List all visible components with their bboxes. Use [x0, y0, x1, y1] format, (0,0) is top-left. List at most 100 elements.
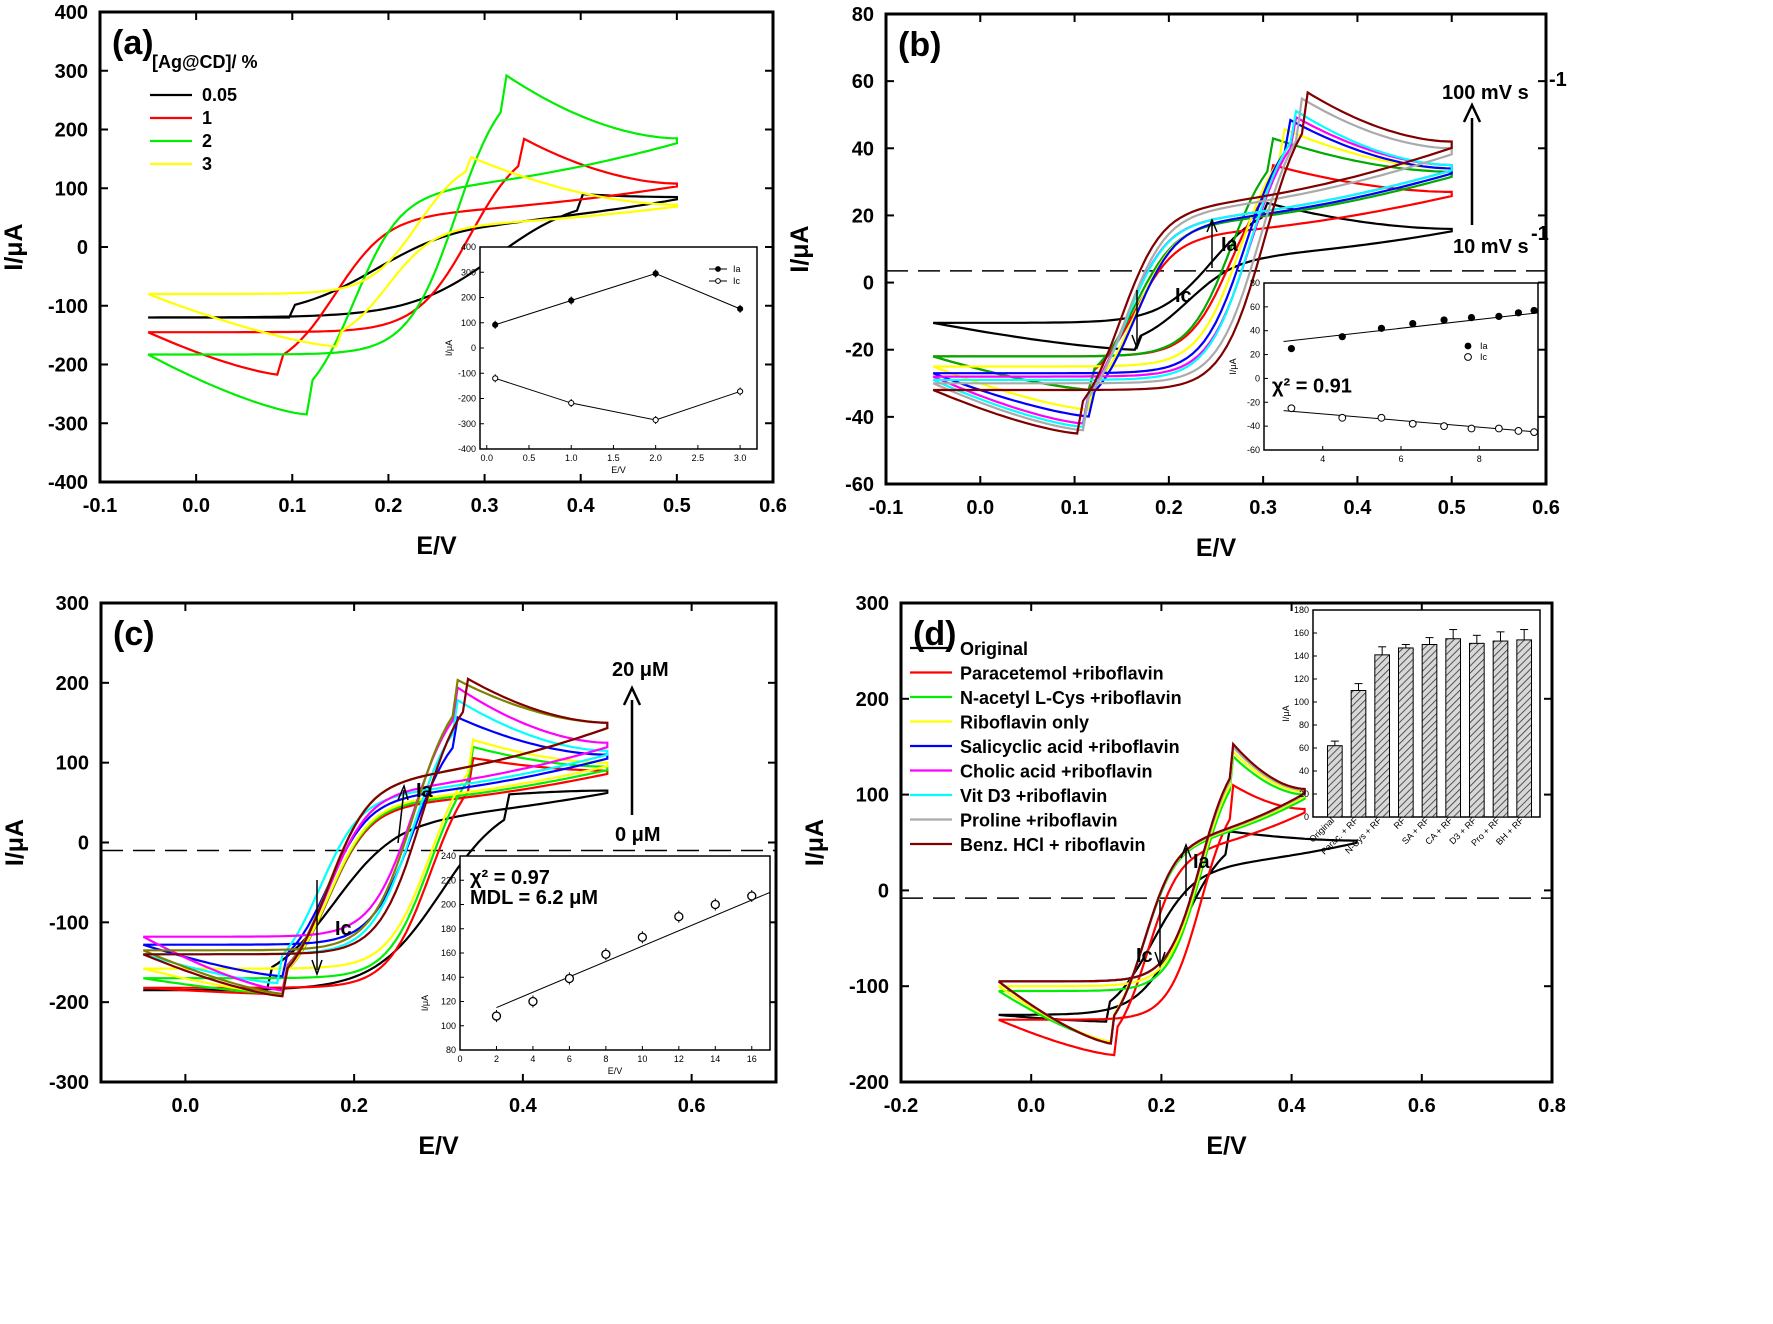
series-group [997, 741, 1358, 1057]
inset-x-tick-label: 16 [747, 1054, 757, 1064]
bar-2 [1350, 690, 1367, 818]
inset-point [747, 891, 757, 901]
legend-label: Original [960, 639, 1028, 659]
inset-x-tick-label: 0 [457, 1054, 462, 1064]
y-tick-label: 0 [878, 880, 889, 902]
inset-x-tick-label: 3.0 [734, 453, 747, 463]
inset-y-tick-label: -20 [1247, 397, 1260, 407]
y-tick-label: -100 [48, 296, 88, 318]
y-tick-label: -300 [48, 413, 88, 435]
x-tick-label: 0.6 [759, 495, 787, 517]
inset-y-tick-label: 40 [1250, 326, 1260, 336]
inset-x-tick-label: 2 [494, 1054, 499, 1064]
inset-x-tick-label: 14 [710, 1054, 720, 1064]
y-axis-label: I/μA [1, 819, 29, 866]
inset-point [710, 899, 720, 910]
y-tick-label: 80 [852, 4, 874, 26]
inset-y-label: I/μA [420, 995, 430, 1011]
inset-point-ia [652, 270, 659, 277]
bar-7 [1468, 642, 1485, 818]
legend-label: Proline +riboflavin [960, 811, 1118, 831]
panel-label: (d) [913, 615, 956, 653]
panel-label: (c) [113, 615, 155, 653]
y-tick-label: -200 [849, 1072, 889, 1094]
series-line-1 [932, 201, 1453, 351]
ia-arrow [397, 789, 405, 844]
panel-c: 0.0 0.2 0.4 0.6-300-200-1000100200300E/VI/μ… [1, 593, 778, 1160]
x-tick-label: 0.2 [340, 1095, 368, 1117]
panel-label: (b) [898, 26, 941, 64]
legend-label: N-acetyl L-Cys +riboflavin [960, 688, 1182, 708]
inset-point-ia [1409, 319, 1417, 328]
y-tick-label: 100 [856, 785, 889, 807]
legend-label: Cholic acid +riboflavin [960, 762, 1153, 782]
arrow-up-head [622, 685, 642, 706]
panel-label: (a) [112, 24, 154, 62]
inset-legend-marker [1464, 342, 1472, 350]
x-tick-label: 0.4 [567, 495, 596, 517]
inset-point-ia [492, 321, 499, 328]
x-tick-label: -0.1 [869, 497, 903, 519]
inset-point-ia [568, 297, 575, 304]
inset-point-ic [1440, 422, 1448, 431]
ia-label: Ia [1193, 851, 1211, 873]
legend-label: 1 [202, 108, 212, 128]
inset-y-tick-label: 200 [441, 900, 456, 910]
annotation-bottom-exp: -1 [1531, 223, 1549, 245]
inset-y-tick-label: 80 [446, 1045, 456, 1055]
inset-x-label: E/V [611, 465, 626, 475]
inset-y-tick-label: 200 [461, 293, 476, 303]
inset-y-tick-label: 80 [1250, 278, 1260, 288]
plot-frame [899, 601, 1554, 1084]
inset-x-tick-label: 8 [1477, 454, 1482, 464]
legend-label: Salicyclic acid +riboflavin [960, 737, 1180, 757]
inset-y-tick-label: 140 [441, 972, 456, 982]
inset-point [528, 996, 538, 1007]
bar-4 [1397, 647, 1414, 818]
x-tick-label: 0.4 [509, 1095, 538, 1117]
inset-point-ia [1467, 313, 1476, 322]
series-group [932, 90, 1453, 435]
y-tick-label: -20 [845, 340, 874, 362]
inset-legend-label: Ic [1480, 352, 1488, 362]
inset-point-ic [1467, 424, 1476, 433]
ic-arrow-head [311, 959, 323, 977]
inset-b-frame [1263, 282, 1539, 451]
x-tick-label: 0.3 [471, 495, 499, 517]
x-axis-label: E/V [416, 532, 457, 560]
x-tick-label: 0.2 [1155, 497, 1183, 519]
inset-y-tick-label: 300 [461, 267, 476, 277]
ic-arrow-head [1154, 951, 1166, 969]
y-tick-label: 0 [863, 273, 874, 295]
inset-y-tick-label: -60 [1247, 445, 1260, 455]
x-tick-label: 0.0 [1017, 1095, 1045, 1117]
inset-point-ia [1287, 345, 1295, 353]
y-tick-label: -200 [49, 992, 89, 1014]
x-tick-label: 0.4 [1278, 1095, 1307, 1117]
y-tick-label: 40 [852, 138, 874, 160]
series-group [147, 73, 678, 416]
x-tick-label: 0.5 [1438, 497, 1466, 519]
inset-x-tick-label: 8 [603, 1054, 608, 1064]
inset-c-frame [459, 855, 771, 1051]
inset-point [564, 973, 575, 984]
inset-x-tick-label: 1.5 [607, 453, 620, 463]
series-line-9 [142, 677, 609, 998]
annotation-top: 20 μM [612, 659, 669, 681]
series-group [142, 677, 609, 998]
ic-arrow-head [1131, 334, 1143, 351]
x-tick-label: 0.5 [663, 495, 691, 517]
inset-point-ia [1530, 306, 1538, 315]
bar-1 [1326, 745, 1343, 818]
inset-point-ic [1377, 413, 1386, 422]
inset-x-tick-label: 6 [1398, 454, 1403, 464]
ic-label: Ic [1136, 945, 1153, 967]
inset-point-ic [1287, 404, 1296, 413]
inset-y-tick-label: 40 [1299, 766, 1309, 776]
inset-y-tick-label: 100 [1294, 697, 1309, 707]
y-tick-label: 0 [77, 237, 88, 259]
y-tick-label: -40 [845, 407, 874, 429]
x-tick-label: 0.3 [1249, 497, 1277, 519]
inset-point-ia [1377, 324, 1386, 332]
legend-label: 0.05 [202, 85, 237, 105]
